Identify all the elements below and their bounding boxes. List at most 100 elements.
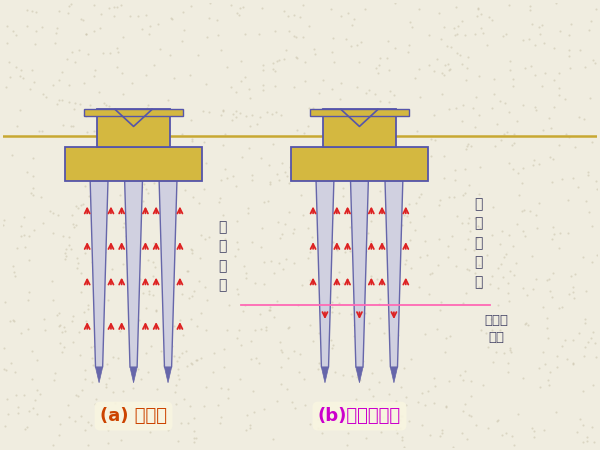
Point xyxy=(569,284,578,291)
Point xyxy=(137,25,147,32)
Point xyxy=(176,316,185,323)
Point xyxy=(1,299,10,306)
Point xyxy=(401,402,410,409)
Point xyxy=(197,310,206,317)
Point xyxy=(443,60,453,68)
Point xyxy=(204,108,214,116)
Point xyxy=(271,83,280,90)
Point xyxy=(524,35,533,42)
Point xyxy=(349,222,359,230)
Point xyxy=(38,90,48,97)
Point xyxy=(378,239,388,247)
Point xyxy=(0,344,8,351)
Point xyxy=(301,402,310,409)
Point xyxy=(313,425,322,432)
Point xyxy=(495,241,505,248)
Point xyxy=(322,197,331,204)
Point xyxy=(52,29,61,36)
Point xyxy=(61,328,70,335)
Point xyxy=(392,330,401,338)
Point xyxy=(9,269,19,276)
Point xyxy=(304,104,313,111)
Point xyxy=(80,183,90,190)
Point xyxy=(213,32,223,39)
Point xyxy=(241,112,251,120)
Polygon shape xyxy=(316,180,334,367)
Point xyxy=(32,357,41,364)
Point xyxy=(505,346,515,353)
Point xyxy=(355,377,365,384)
Point xyxy=(134,12,143,19)
Point xyxy=(332,150,342,158)
Point xyxy=(73,392,82,399)
Point xyxy=(395,424,405,431)
Point xyxy=(233,290,243,297)
Point xyxy=(375,97,385,104)
Point xyxy=(495,97,505,104)
Point xyxy=(574,113,584,121)
Point xyxy=(112,3,122,10)
Point xyxy=(352,84,362,91)
Point xyxy=(383,54,392,61)
Point xyxy=(592,178,600,185)
Point xyxy=(290,158,300,165)
Point xyxy=(232,238,242,245)
Point xyxy=(362,90,371,97)
Point xyxy=(94,88,103,95)
Point xyxy=(464,412,473,419)
Point xyxy=(446,44,455,51)
Point xyxy=(472,12,482,19)
Point xyxy=(501,31,511,38)
Point xyxy=(6,360,16,367)
Point xyxy=(146,428,155,436)
Point xyxy=(358,268,368,275)
Point xyxy=(233,246,242,253)
Point xyxy=(461,76,470,83)
Point xyxy=(196,354,206,361)
Point xyxy=(184,158,193,165)
Point xyxy=(83,301,93,308)
Point xyxy=(580,353,589,360)
Point xyxy=(580,63,590,70)
Point xyxy=(581,344,590,351)
Point xyxy=(4,410,13,418)
Point xyxy=(69,106,79,113)
Point xyxy=(434,9,443,16)
Point xyxy=(328,309,337,316)
Point xyxy=(366,238,376,245)
Point xyxy=(347,245,356,252)
Point xyxy=(578,439,587,446)
Point xyxy=(458,299,468,306)
Point xyxy=(451,166,460,174)
Point xyxy=(304,255,313,262)
Point xyxy=(367,273,376,280)
Point xyxy=(80,79,89,86)
Point xyxy=(95,25,104,32)
Point xyxy=(551,409,560,416)
Point xyxy=(568,337,578,344)
Polygon shape xyxy=(391,367,397,383)
Point xyxy=(388,280,397,287)
Point xyxy=(476,285,486,292)
Point xyxy=(70,58,80,65)
Point xyxy=(150,264,160,271)
Point xyxy=(38,23,47,31)
Point xyxy=(487,327,497,334)
Point xyxy=(524,322,533,329)
Point xyxy=(326,337,336,344)
Point xyxy=(503,360,512,367)
Point xyxy=(112,45,122,52)
Point xyxy=(573,183,583,190)
Point xyxy=(136,375,146,382)
Point xyxy=(587,424,596,431)
Point xyxy=(0,365,8,372)
Point xyxy=(49,230,58,237)
Point xyxy=(153,21,163,28)
Point xyxy=(77,413,86,420)
Point xyxy=(125,12,135,19)
Point xyxy=(371,65,380,72)
Point xyxy=(505,160,514,167)
Point xyxy=(509,139,519,146)
Point xyxy=(504,108,514,116)
Point xyxy=(128,384,138,392)
